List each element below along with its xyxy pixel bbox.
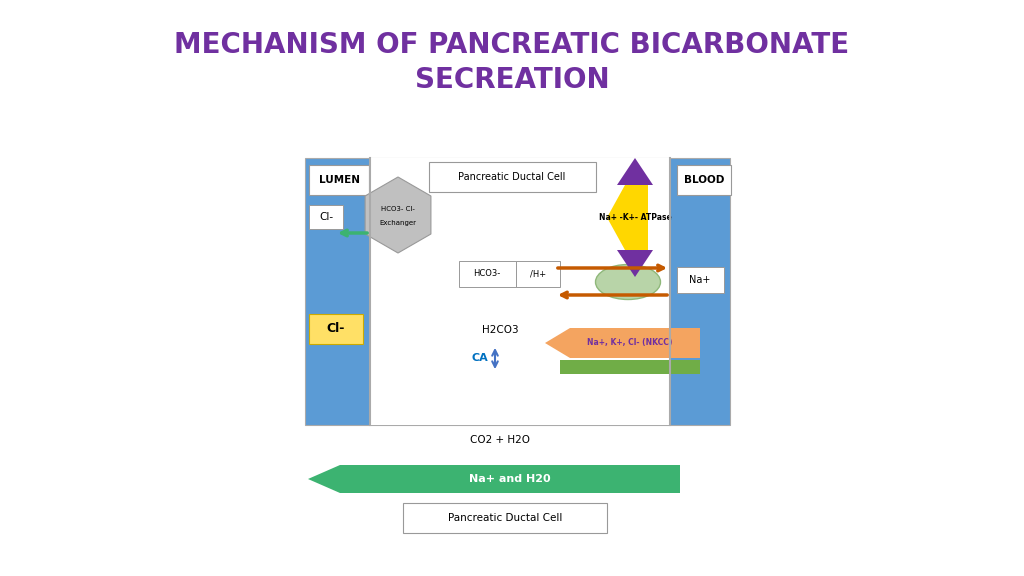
Text: BLOOD: BLOOD [684,175,724,185]
Bar [560,360,700,374]
FancyBboxPatch shape [309,165,369,195]
Text: H2CO3: H2CO3 [481,325,518,335]
Text: SECREATION: SECREATION [415,66,609,94]
Text: Na+: Na+ [689,275,711,285]
FancyBboxPatch shape [516,261,560,287]
FancyBboxPatch shape [459,261,516,287]
FancyBboxPatch shape [403,503,607,533]
Bar [370,158,670,425]
FancyBboxPatch shape [309,205,343,229]
Text: Na+ and H20: Na+ and H20 [469,474,551,484]
FancyBboxPatch shape [677,165,731,195]
Bar [305,158,730,425]
Ellipse shape [596,264,660,300]
Text: Cl-: Cl- [327,323,345,335]
Polygon shape [617,250,653,277]
Text: MECHANISM OF PANCREATIC BICARBONATE: MECHANISM OF PANCREATIC BICARBONATE [174,31,850,59]
Text: Pancreatic Ductal Cell: Pancreatic Ductal Cell [447,513,562,523]
Polygon shape [607,185,648,250]
FancyBboxPatch shape [429,162,596,192]
Polygon shape [366,177,431,253]
Text: HCO3- Cl-: HCO3- Cl- [381,206,415,212]
Text: HCO3-: HCO3- [473,270,501,279]
Text: Cl-: Cl- [318,212,333,222]
Polygon shape [617,158,653,185]
FancyBboxPatch shape [309,314,362,344]
FancyBboxPatch shape [677,267,724,293]
Text: /H+: /H+ [530,270,546,279]
Text: LUMEN: LUMEN [318,175,359,185]
Text: Na+, K+, Cl- (NKCC): Na+, K+, Cl- (NKCC) [588,339,673,347]
Polygon shape [308,465,680,493]
Text: CO2 + H2O: CO2 + H2O [470,435,530,445]
Text: CA: CA [472,353,488,363]
Text: Exchanger: Exchanger [380,220,417,226]
Text: Na+ -K+- ATPase: Na+ -K+- ATPase [599,213,672,222]
Text: Pancreatic Ductal Cell: Pancreatic Ductal Cell [459,172,565,182]
Polygon shape [545,328,700,358]
